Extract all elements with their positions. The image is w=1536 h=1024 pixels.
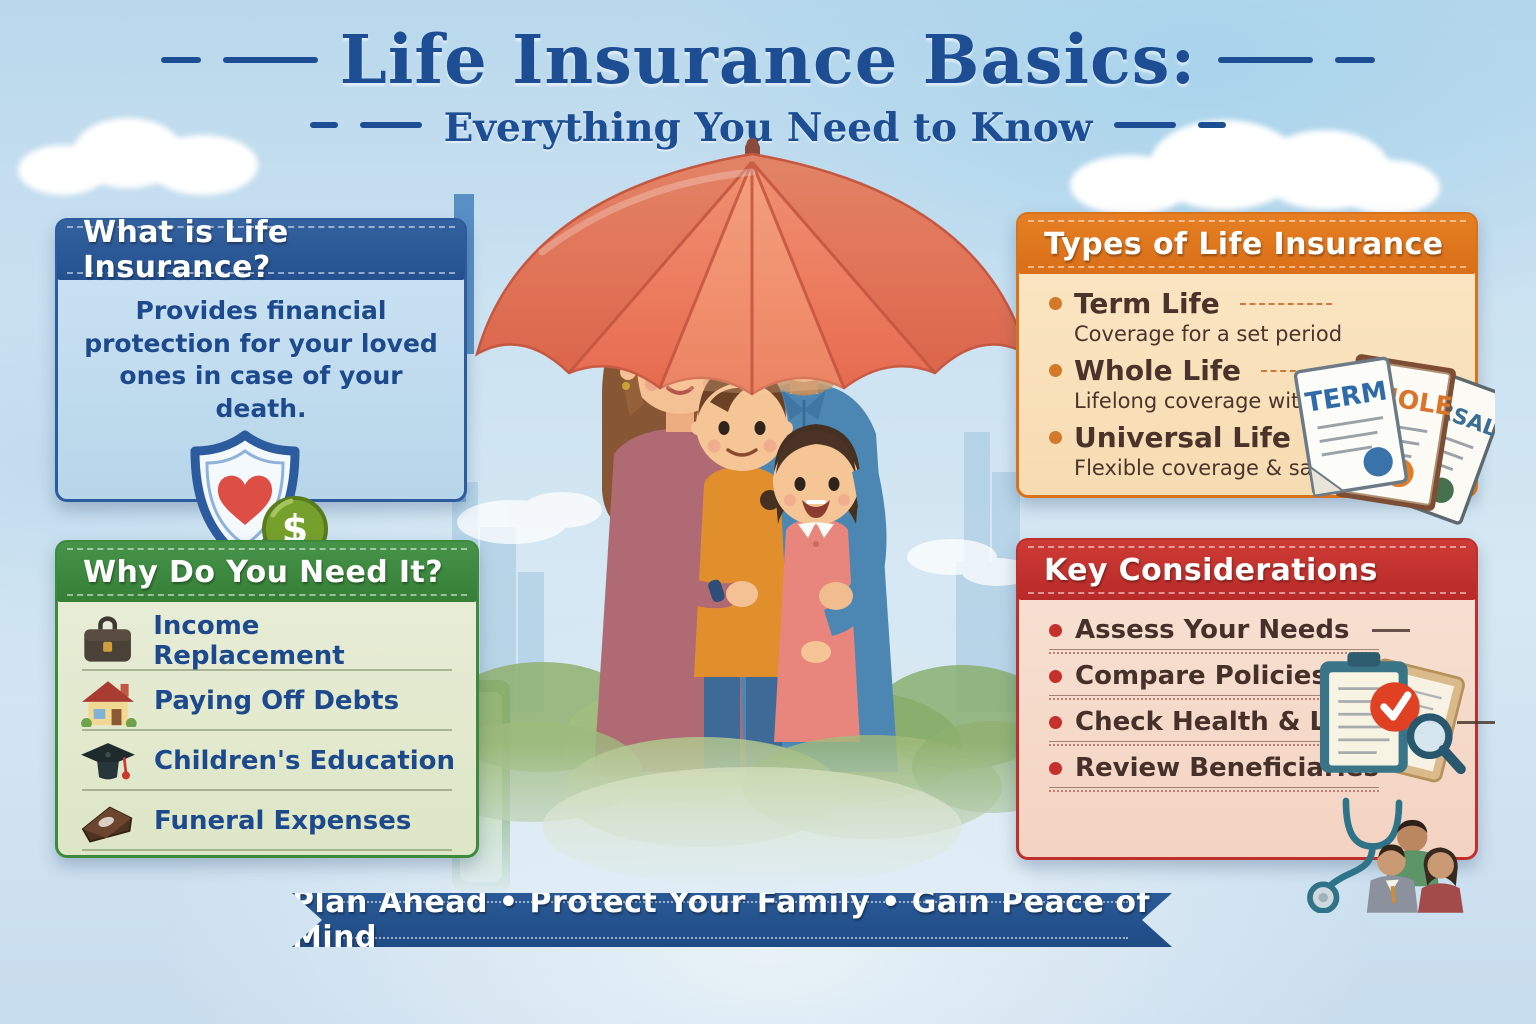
title-dash	[1114, 122, 1177, 128]
divider	[82, 849, 452, 851]
card-considerations-body: Assess Your Needs Compare Policies Check…	[1019, 599, 1496, 913]
bullet-icon	[1049, 364, 1062, 377]
card-types-header-label: Types of Life Insurance	[1044, 226, 1444, 262]
card-why-header: Why Do You Need It?	[57, 542, 477, 602]
type-title: Universal Life	[1074, 421, 1291, 454]
dash-line	[1371, 628, 1410, 632]
card-what-header-label: What is Life Insurance?	[83, 215, 289, 285]
title-dash	[1218, 56, 1314, 63]
list-item: Children's Education	[78, 735, 456, 787]
card-considerations-header-label: Key Considerations	[1044, 552, 1378, 588]
type-title: Whole Life	[1074, 354, 1242, 387]
family-group-icon	[1366, 819, 1464, 913]
card-types-header: Types of Life Insurance	[1018, 214, 1476, 274]
page-title: Life Insurance Basics: Everything You Ne…	[0, 20, 1536, 151]
card-why-header-label: Why Do You Need It?	[83, 554, 444, 590]
card-why-body: Income Replacement Paying Off Debts	[58, 601, 476, 851]
divider	[1049, 649, 1379, 654]
why-item-label: Income Replacement	[153, 611, 345, 671]
list-item: Funeral Expenses	[78, 795, 456, 847]
girl-figure	[760, 424, 874, 742]
graduation-cap-icon	[81, 743, 135, 780]
bullet-icon	[1049, 297, 1062, 310]
main-title: Life Insurance Basics:	[339, 20, 1197, 99]
briefcase-icon	[84, 616, 131, 662]
family-under-umbrella-illustration	[452, 138, 1032, 892]
father-arm	[819, 462, 887, 636]
list-item: Income Replacement	[78, 611, 456, 671]
bullet-icon	[1049, 431, 1062, 444]
divider	[82, 729, 452, 731]
why-item-label: Paying Off Debts	[154, 686, 400, 716]
card-what-header: What is Life Insurance?	[57, 215, 465, 285]
list-item: Term Life Coverage for a set period	[1049, 287, 1475, 346]
title-dash	[1198, 122, 1227, 128]
coffin-icon	[81, 806, 133, 843]
house-icon	[81, 681, 137, 727]
title-dash	[222, 56, 318, 63]
divider	[82, 789, 452, 791]
divider	[1049, 695, 1379, 700]
list-item: Paying Off Debts	[78, 675, 456, 727]
cloud-top-left	[18, 100, 278, 210]
mid-clouds	[457, 492, 1032, 586]
mother-arm	[628, 510, 758, 609]
card-why-do-you-need-it: Why Do You Need It? Income Replacement	[55, 540, 479, 858]
title-dash	[309, 122, 338, 128]
divider	[1049, 787, 1379, 792]
bullet-icon	[1049, 715, 1062, 729]
card-types-body: Term Life Coverage for a set period Whol…	[1019, 273, 1495, 525]
stethoscope-family-icon	[1307, 797, 1464, 913]
bottom-ribbon-banner: Plan Ahead • Protect Your Family • Gain …	[292, 893, 1172, 947]
cloud-top-right	[1070, 100, 1440, 230]
dash-line	[1457, 720, 1496, 724]
type-title: Term Life	[1074, 287, 1220, 320]
umbrella-icon	[474, 138, 1030, 396]
what-description: Provides financial protection for your l…	[84, 296, 438, 423]
list-item: Assess Your Needs	[1049, 615, 1410, 654]
bullet-icon	[1049, 623, 1062, 637]
card-key-considerations: Key Considerations Assess Your Needs Com…	[1016, 538, 1496, 913]
dash-line	[1239, 302, 1332, 305]
divider	[82, 669, 452, 671]
why-item-label: Funeral Expenses	[154, 806, 412, 836]
consideration-label: Compare Policies	[1075, 661, 1327, 691]
bullet-icon	[1049, 761, 1062, 775]
term-policy-document: TERM	[1293, 356, 1408, 497]
banner-dotted-border	[336, 901, 1128, 939]
title-dash	[160, 56, 201, 63]
consideration-label: Assess Your Needs	[1075, 615, 1350, 645]
policy-documents-icon: VERSAL WHOLE	[1293, 354, 1495, 525]
title-dash	[359, 122, 422, 128]
bullet-icon	[1049, 669, 1062, 683]
banner-text: Plan Ahead • Protect Your Family • Gain …	[292, 885, 1151, 955]
card-considerations-header: Key Considerations	[1018, 540, 1476, 600]
card-what-is-life-insurance: What is Life Insurance? Provides financi…	[55, 215, 467, 566]
divider	[1049, 741, 1379, 746]
title-dash	[1335, 56, 1376, 63]
clipboard-check-magnifier-icon	[1319, 652, 1466, 783]
type-desc: Coverage for a set period	[1074, 322, 1343, 346]
card-what-body: Provides financial protection for your l…	[58, 279, 464, 566]
list-item: Compare Policies	[1049, 661, 1387, 700]
subtitle: Everything You Need to Know	[443, 105, 1093, 151]
card-types-of-life-insurance: Types of Life Insurance Term Life Covera…	[1016, 212, 1495, 525]
why-item-label: Children's Education	[154, 746, 456, 776]
